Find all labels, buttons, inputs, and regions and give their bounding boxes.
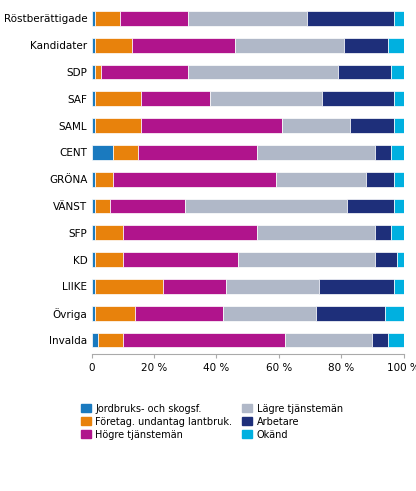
Bar — [92, 199, 95, 214]
Legend: Jordbruks- och skogsf., Företag. undantag lantbruk., Högre tjänstemän, Lägre tjä: Jordbruks- och skogsf., Företag. undanta… — [81, 404, 343, 439]
Bar — [92, 38, 95, 53]
Bar — [95, 38, 132, 53]
Bar — [95, 91, 141, 106]
Bar — [394, 279, 404, 294]
Bar — [92, 306, 95, 321]
Bar — [394, 118, 404, 133]
Bar — [385, 306, 404, 321]
Bar — [101, 65, 188, 80]
Bar — [282, 118, 350, 133]
Bar — [113, 172, 276, 187]
Bar — [376, 145, 391, 160]
Bar — [257, 145, 376, 160]
Bar — [188, 65, 338, 80]
Bar — [95, 65, 101, 80]
Bar — [285, 333, 372, 348]
Bar — [391, 65, 404, 80]
Bar — [123, 333, 285, 348]
Bar — [372, 333, 388, 348]
Bar — [123, 252, 238, 267]
Bar — [92, 145, 113, 160]
Bar — [376, 225, 391, 240]
Bar — [351, 118, 394, 133]
Bar — [141, 118, 282, 133]
Bar — [347, 199, 394, 214]
Bar — [391, 145, 404, 160]
Bar — [138, 145, 257, 160]
Bar — [95, 11, 120, 26]
Bar — [391, 225, 404, 240]
Bar — [95, 199, 110, 214]
Bar — [307, 11, 394, 26]
Bar — [120, 11, 188, 26]
Bar — [319, 279, 394, 294]
Bar — [95, 172, 113, 187]
Bar — [226, 279, 319, 294]
Bar — [135, 306, 223, 321]
Bar — [238, 252, 376, 267]
Bar — [92, 91, 95, 106]
Bar — [223, 306, 316, 321]
Bar — [95, 252, 123, 267]
Bar — [98, 333, 123, 348]
Bar — [338, 65, 391, 80]
Bar — [95, 306, 135, 321]
Bar — [394, 91, 404, 106]
Bar — [92, 279, 95, 294]
Bar — [92, 11, 95, 26]
Bar — [188, 11, 307, 26]
Bar — [95, 279, 163, 294]
Bar — [376, 252, 397, 267]
Bar — [394, 172, 404, 187]
Bar — [92, 225, 95, 240]
Bar — [113, 145, 138, 160]
Bar — [92, 118, 95, 133]
Bar — [92, 333, 98, 348]
Bar — [92, 65, 95, 80]
Bar — [95, 225, 123, 240]
Bar — [388, 38, 404, 53]
Bar — [185, 199, 347, 214]
Bar — [322, 91, 394, 106]
Bar — [210, 91, 322, 106]
Bar — [397, 252, 404, 267]
Bar — [388, 333, 404, 348]
Bar — [316, 306, 385, 321]
Bar — [276, 172, 366, 187]
Bar — [92, 172, 95, 187]
Bar — [123, 225, 257, 240]
Bar — [366, 172, 394, 187]
Bar — [92, 252, 95, 267]
Bar — [394, 199, 404, 214]
Bar — [141, 91, 210, 106]
Bar — [110, 199, 185, 214]
Bar — [257, 225, 376, 240]
Bar — [394, 11, 404, 26]
Bar — [344, 38, 388, 53]
Bar — [163, 279, 226, 294]
Bar — [132, 38, 235, 53]
Bar — [95, 118, 141, 133]
Bar — [235, 38, 344, 53]
